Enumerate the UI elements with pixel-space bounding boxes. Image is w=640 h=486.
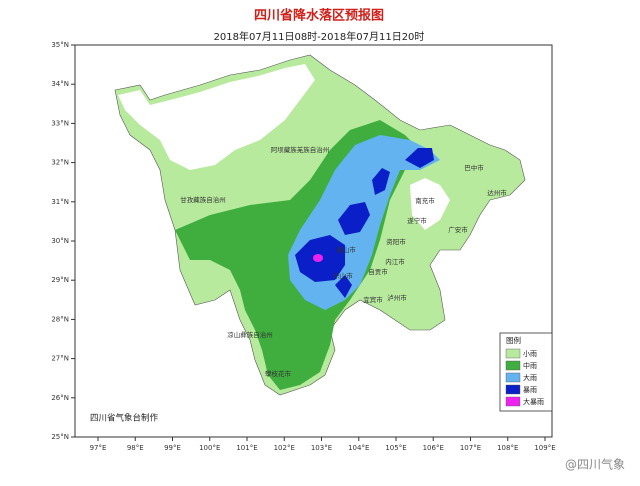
lon-tick-label: 108°E <box>497 444 518 452</box>
legend-title: 图例 <box>506 335 521 345</box>
lat-tick-label: 28°N <box>51 315 69 323</box>
extreme-rain <box>313 254 323 262</box>
lon-tick-label: 107°E <box>460 444 481 452</box>
lat-tick-label: 31°N <box>51 198 69 206</box>
lon-tick-label: 98°E <box>127 444 144 452</box>
legend-swatch <box>505 360 521 371</box>
legend-swatch <box>505 384 521 395</box>
credit: 四川省气象台制作 <box>90 413 159 424</box>
lat-tick-label: 26°N <box>51 394 69 402</box>
lat-tick-label: 34°N <box>51 80 69 88</box>
rainstorm-5 <box>335 275 352 298</box>
lon-tick-label: 97°E <box>90 444 107 452</box>
region-label: 巴中市 <box>464 163 484 172</box>
legend-swatch <box>505 348 521 359</box>
lon-tick-label: 99°E <box>164 444 181 452</box>
legend-label: 大暴雨 <box>523 397 544 406</box>
region-label: 攀枝花市 <box>265 369 292 378</box>
lon-tick-label: 103°E <box>311 444 332 452</box>
lat-tick-label: 35°N <box>51 41 69 49</box>
lat-tick-label: 30°N <box>51 237 69 245</box>
lat-tick-label: 33°N <box>51 119 69 127</box>
lon-tick-label: 109°E <box>534 444 555 452</box>
lat-tick-label: 32°N <box>51 159 69 167</box>
region-label: 自贡市 <box>368 267 388 276</box>
region-label: 内江市 <box>385 257 405 266</box>
rainstorm-3 <box>372 168 390 195</box>
lon-tick-label: 102°E <box>274 444 295 452</box>
region-label: 宜宾市 <box>363 295 383 304</box>
lon-tick-label: 105°E <box>385 444 406 452</box>
lon-tick-label: 104°E <box>348 444 369 452</box>
region-label: 乐山市 <box>333 271 353 280</box>
no-rain-north <box>118 64 315 170</box>
lon-tick-label: 106°E <box>423 444 444 452</box>
legend-swatch <box>505 396 521 407</box>
lat-tick-label: 29°N <box>51 276 69 284</box>
legend-label: 中雨 <box>523 361 537 370</box>
lat-tick-label: 25°N <box>51 433 69 441</box>
region-label: 遂宁市 <box>407 216 427 225</box>
region-label: 凉山彝族自治州 <box>227 330 273 339</box>
region-label: 广安市 <box>448 225 468 234</box>
watermark: @四川气象 <box>565 457 625 472</box>
region-label: 南充市 <box>415 196 435 205</box>
region-label: 眉山市 <box>336 245 356 254</box>
region-label: 资阳市 <box>386 237 406 246</box>
region-label: 达州市 <box>487 188 507 197</box>
rainstorm-4 <box>405 148 434 168</box>
lon-tick-label: 100°E <box>199 444 220 452</box>
lon-tick-label: 101°E <box>236 444 257 452</box>
lat-tick-label: 27°N <box>51 355 69 363</box>
region-label: 甘孜藏族自治州 <box>180 195 226 204</box>
legend-label: 暴雨 <box>523 386 537 394</box>
region-label: 泸州市 <box>387 293 407 302</box>
legend-swatch <box>505 372 521 383</box>
subtitle: 2018年07月11日08时-2018年07月11日20时 <box>214 30 425 43</box>
rainstorm-2 <box>338 202 370 235</box>
title: 四川省降水落区预报图 <box>254 8 384 24</box>
legend-label: 小雨 <box>523 349 537 358</box>
region-label: 阿坝藏族羌族自治州 <box>271 145 330 154</box>
no-rain-east <box>410 178 450 230</box>
legend-label: 大雨 <box>523 373 537 382</box>
graticule: 25°N 26°N 27°N 28°N 29°N 30°N 31°N 32°N 33°N 34°N… <box>51 41 555 452</box>
